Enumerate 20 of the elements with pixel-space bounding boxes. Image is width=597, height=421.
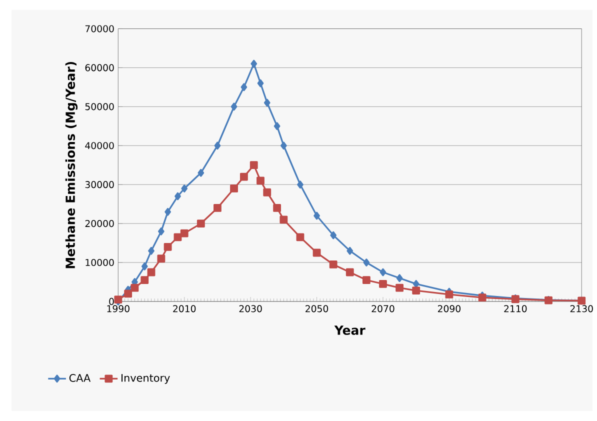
x-tick-label: 2010 xyxy=(173,305,196,312)
y-tick-label: 30000 xyxy=(85,181,114,188)
x-tick-label: 1990 xyxy=(107,305,130,312)
x-tick-label: 2090 xyxy=(438,305,460,312)
x-tick-label: 2130 xyxy=(570,305,593,312)
y-tick-label: 50000 xyxy=(85,103,114,110)
y-tick-label: 40000 xyxy=(85,142,114,150)
x-tick-label: 2030 xyxy=(239,305,262,312)
y-axis-title: Methane Emissions (Mg/Year) xyxy=(65,62,78,268)
y-tick-label: 0 xyxy=(109,298,114,306)
x-tick-label: 2110 xyxy=(504,305,527,312)
y-tick-label: 10000 xyxy=(86,259,114,266)
legend-label: Inventory xyxy=(122,374,170,384)
y-tick-label: 60000 xyxy=(85,64,114,72)
y-tick-label: 70000 xyxy=(85,25,114,33)
x-tick-label: 2070 xyxy=(372,305,394,312)
legend-label: CAA xyxy=(69,374,91,382)
x-axis-title: Year xyxy=(334,326,366,336)
x-tick-label: 2050 xyxy=(306,305,328,312)
y-tick-label: 20000 xyxy=(85,220,114,228)
